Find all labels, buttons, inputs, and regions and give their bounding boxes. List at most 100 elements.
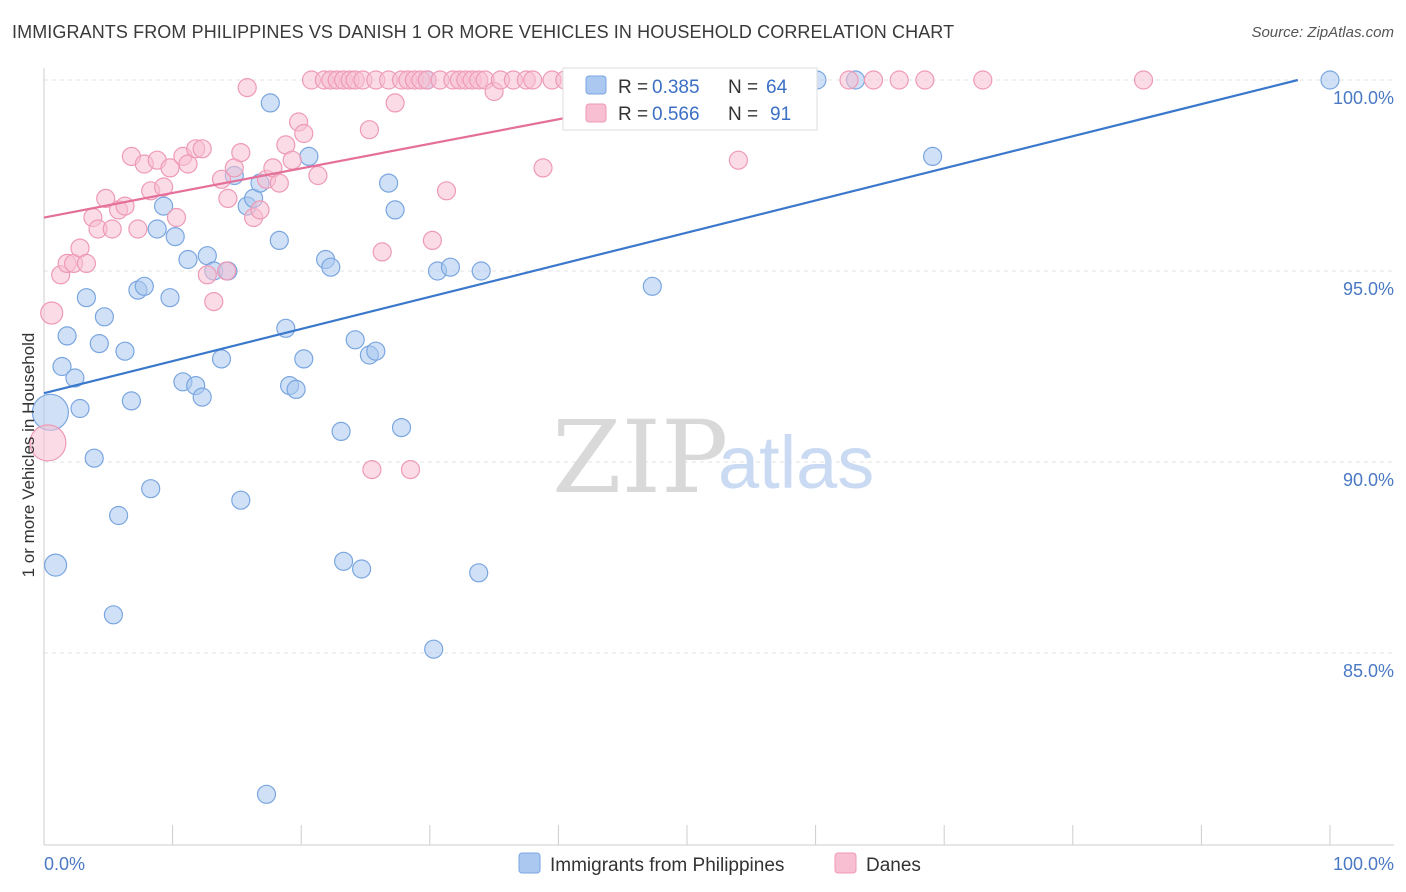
- point-philippines: [469, 563, 489, 583]
- point-danes: [250, 200, 270, 220]
- point-philippines: [147, 219, 167, 239]
- point-philippines: [211, 349, 232, 369]
- legend-n-value-blue: 64: [766, 77, 788, 98]
- point-danes: [359, 120, 379, 140]
- point-danes: [197, 265, 217, 285]
- point-danes: [218, 188, 238, 208]
- point-danes: [973, 70, 993, 90]
- legend-bottom-label-blue: Immigrants from Philippines: [550, 855, 784, 876]
- legend-r-label-pink: R =: [618, 104, 648, 125]
- y-tick-label: 95.0%: [1343, 279, 1394, 299]
- point-danes: [40, 301, 64, 325]
- point-philippines: [299, 146, 319, 166]
- point-danes: [863, 70, 884, 90]
- point-philippines: [642, 276, 662, 296]
- watermark: ZIP atlas: [552, 399, 874, 516]
- point-philippines: [115, 341, 135, 361]
- point-danes: [839, 70, 859, 90]
- point-danes: [102, 219, 122, 239]
- point-danes: [915, 70, 935, 90]
- point-philippines: [52, 356, 72, 377]
- point-philippines: [379, 173, 399, 193]
- point-danes: [96, 188, 116, 208]
- point-philippines: [141, 479, 161, 499]
- point-danes: [294, 123, 314, 144]
- x-tick-min: 0.0%: [44, 854, 85, 874]
- point-philippines: [84, 448, 104, 468]
- point-philippines: [165, 227, 185, 247]
- point-philippines: [922, 146, 943, 166]
- legend-bottom-label-pink: Danes: [866, 855, 921, 876]
- point-danes: [237, 77, 257, 98]
- source-credit: Source: ZipAtlas.com: [1251, 24, 1394, 41]
- y-tick-label: 90.0%: [1343, 470, 1394, 490]
- point-danes: [160, 158, 180, 178]
- point-philippines: [260, 93, 280, 113]
- point-philippines: [231, 490, 251, 510]
- point-danes: [1133, 70, 1154, 90]
- legend-r-value-blue: 0.385: [652, 77, 700, 98]
- point-danes: [889, 70, 909, 90]
- point-philippines: [76, 288, 97, 308]
- point-danes: [166, 207, 187, 228]
- trend-line-philippines: [43, 78, 1299, 395]
- point-philippines: [154, 196, 174, 216]
- point-philippines: [321, 257, 341, 277]
- chart-title: IMMIGRANTS FROM PHILIPPINES VS DANISH 1 …: [12, 22, 955, 42]
- point-philippines: [424, 639, 444, 659]
- point-danes: [76, 253, 97, 273]
- legend-bottom: Immigrants from Philippines Danes: [518, 852, 921, 876]
- point-philippines: [269, 230, 289, 250]
- legend-r-value-pink: 0.566: [652, 104, 700, 125]
- legend-bottom-swatch-pink: [834, 852, 857, 874]
- point-philippines: [331, 421, 351, 441]
- point-philippines: [178, 249, 198, 270]
- legend-swatch-blue: [585, 75, 607, 95]
- point-danes: [128, 219, 148, 239]
- point-philippines: [256, 784, 277, 804]
- point-danes: [178, 154, 198, 174]
- grid: [44, 79, 1394, 654]
- x-tick-max: 100.0%: [1333, 854, 1394, 874]
- point-philippines: [160, 288, 180, 308]
- point-philippines: [94, 307, 115, 327]
- point-danes: [217, 261, 237, 281]
- point-philippines: [134, 276, 154, 296]
- point-danes: [533, 158, 553, 178]
- point-philippines: [65, 368, 85, 388]
- point-danes: [436, 181, 457, 201]
- point-philippines: [121, 391, 141, 411]
- y-tick-label: 85.0%: [1343, 661, 1394, 681]
- point-philippines: [103, 605, 124, 625]
- point-danes: [422, 230, 442, 250]
- point-philippines: [1320, 70, 1340, 90]
- point-danes: [523, 70, 543, 90]
- point-philippines: [385, 200, 405, 220]
- y-axis-title: 1 or more Vehicles in Household: [19, 333, 38, 578]
- point-philippines: [471, 261, 491, 281]
- point-philippines: [70, 398, 90, 419]
- point-danes: [154, 177, 174, 197]
- point-philippines: [391, 418, 412, 438]
- point-danes: [282, 150, 302, 170]
- point-philippines: [192, 387, 212, 407]
- point-danes: [29, 424, 67, 462]
- point-danes: [192, 139, 212, 159]
- legend-n-label-pink: N =: [728, 104, 758, 125]
- legend-swatch-pink: [585, 103, 607, 123]
- point-philippines: [294, 349, 314, 369]
- point-philippines: [43, 553, 68, 577]
- point-philippines: [352, 559, 372, 579]
- watermark-zip: ZIP: [552, 399, 728, 516]
- legend-r-label-blue: R =: [618, 77, 648, 98]
- point-philippines: [89, 334, 109, 354]
- point-philippines: [286, 379, 306, 399]
- point-philippines: [345, 330, 365, 350]
- point-danes: [269, 173, 289, 193]
- watermark-atlas: atlas: [718, 421, 874, 504]
- point-danes: [385, 93, 405, 113]
- point-philippines: [366, 341, 386, 361]
- point-danes: [728, 150, 749, 170]
- point-danes: [231, 143, 251, 163]
- legend-n-value-pink: 91: [770, 104, 791, 125]
